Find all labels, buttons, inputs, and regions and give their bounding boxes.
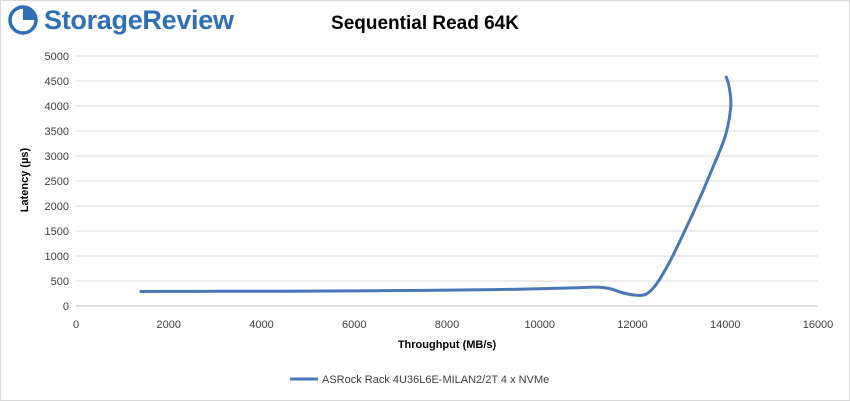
y-tick-labels: 0 500 1000 1500 2000 2500 3000 3500 4000 4500 5000 [45,51,69,313]
x-tick-label: 6000 [342,319,366,331]
y-tick-label: 2000 [45,201,69,213]
storagereview-logo: StorageReview [8,3,234,37]
x-tick-label: 8000 [435,319,459,331]
y-tick-label: 1000 [45,251,69,263]
x-tick-label: 12000 [617,319,648,331]
legend-label: ASRock Rack 4U36L6E-MILAN2/2T 4 x NVMe [322,374,549,386]
y-tick-label: 5000 [45,51,69,63]
y-tick-label: 1500 [45,226,69,238]
y-tick-label: 0 [63,301,69,313]
y-tick-label: 2500 [45,176,69,188]
y-tick-label: 3500 [45,126,69,138]
x-tick-label: 4000 [249,319,273,331]
x-tick-label: 0 [73,319,79,331]
series-group [139,75,733,297]
x-tick-label: 16000 [803,319,834,331]
logo-text: StorageReview [44,4,234,35]
x-axis-label: Throughput (MB/s) [398,339,497,351]
y-tick-label: 3000 [45,151,69,163]
gridlines [76,55,818,282]
chart-title: Sequential Read 64K [331,13,519,34]
x-tick-label: 10000 [524,319,555,331]
legend: ASRock Rack 4U36L6E-MILAN2/2T 4 x NVMe [290,374,549,386]
x-tick-labels: 0 2000 4000 6000 8000 10000 12000 14000 16000 [73,319,833,331]
y-tick-label: 500 [51,276,69,288]
x-tick-label: 14000 [710,319,741,331]
logo-mark-icon [8,5,38,35]
y-tick-label: 4500 [45,76,69,88]
series-line [139,75,733,297]
x-tick-label: 2000 [157,319,181,331]
y-tick-label: 4000 [45,101,69,113]
y-axis-label: Latency (µs) [19,147,31,212]
